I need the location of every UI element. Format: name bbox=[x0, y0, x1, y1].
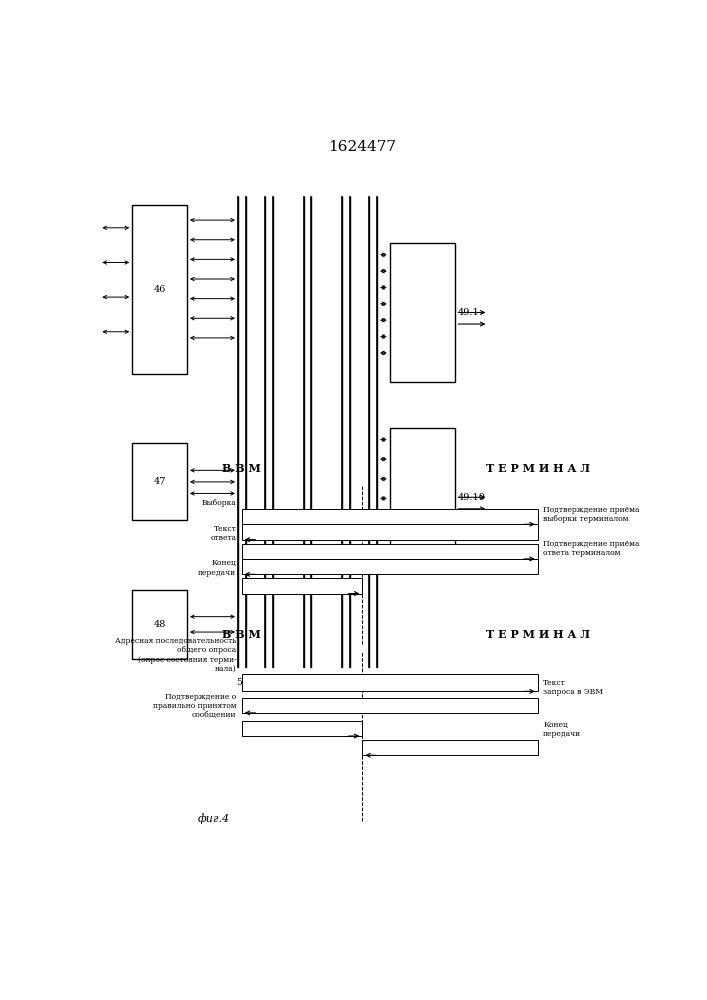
Text: Фиа. 3: Фиа. 3 bbox=[289, 698, 326, 708]
Bar bbox=[242, 524, 538, 540]
Text: Текст
запроса в ЭВМ: Текст запроса в ЭВМ bbox=[543, 679, 603, 696]
Text: Адресная последовательность
общего опроса
(опрос состояния терми-
нала): Адресная последовательность общего опрос… bbox=[115, 637, 236, 673]
Text: 49.1: 49.1 bbox=[458, 308, 480, 317]
Text: B B М: B B М bbox=[223, 629, 261, 640]
Bar bbox=[242, 543, 538, 559]
Text: 52: 52 bbox=[302, 678, 313, 687]
Text: Конец
передачи: Конец передачи bbox=[543, 721, 581, 738]
Bar bbox=[132, 590, 187, 659]
Text: 51: 51 bbox=[264, 678, 275, 687]
Bar bbox=[238, 197, 245, 667]
Text: Выборка: Выборка bbox=[201, 499, 236, 507]
Bar bbox=[242, 674, 538, 691]
Bar bbox=[242, 559, 538, 574]
Bar bbox=[390, 428, 455, 567]
Text: 49.10: 49.10 bbox=[458, 493, 486, 502]
Text: Текст
ответа: Текст ответа bbox=[210, 525, 236, 542]
Bar bbox=[242, 578, 363, 594]
Text: Подтверждение о
правильно принятом
сообщении: Подтверждение о правильно принятом сообщ… bbox=[153, 693, 236, 719]
Bar bbox=[242, 698, 538, 713]
Bar bbox=[390, 243, 455, 382]
Text: 46: 46 bbox=[153, 285, 166, 294]
Text: фиг.4: фиг.4 bbox=[198, 813, 230, 824]
Bar bbox=[132, 205, 187, 374]
Text: 47: 47 bbox=[153, 477, 166, 486]
Text: 1624477: 1624477 bbox=[328, 140, 397, 154]
Bar bbox=[265, 197, 273, 667]
Bar bbox=[370, 197, 377, 667]
Bar bbox=[132, 443, 187, 520]
Text: 53: 53 bbox=[340, 678, 351, 687]
Text: Т Е Р М И Н А Л: Т Е Р М И Н А Л bbox=[486, 463, 590, 474]
Text: 50: 50 bbox=[236, 678, 247, 687]
Text: Подтверждение приёма
ответа терминалом: Подтверждение приёма ответа терминалом bbox=[543, 540, 640, 557]
Text: 48: 48 bbox=[153, 620, 166, 629]
Text: Конец
передачи: Конец передачи bbox=[198, 559, 236, 577]
Text: B B М: B B М bbox=[223, 463, 261, 474]
Bar bbox=[304, 197, 311, 667]
Text: Подтверждение приёма
выборки терминалом: Подтверждение приёма выборки терминалом bbox=[543, 506, 640, 523]
Bar bbox=[363, 740, 538, 755]
Bar bbox=[242, 721, 363, 736]
Text: Т Е Р М И Н А Л: Т Е Р М И Н А Л bbox=[486, 629, 590, 640]
Bar bbox=[242, 509, 538, 524]
Text: 54: 54 bbox=[368, 678, 379, 687]
Bar bbox=[342, 197, 350, 667]
